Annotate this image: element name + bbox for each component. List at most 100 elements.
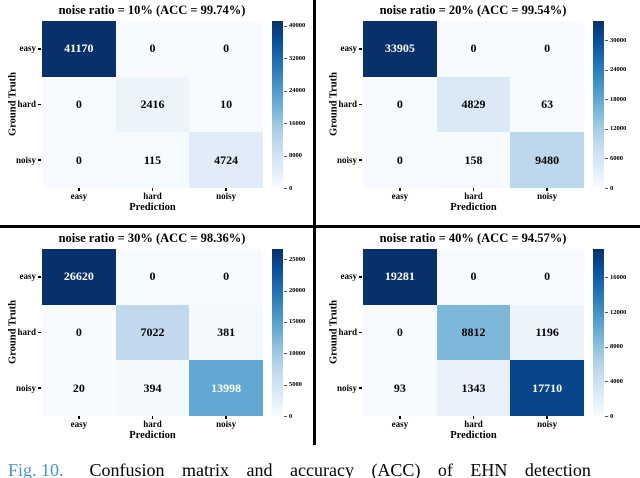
y-tickmark — [38, 103, 41, 106]
x-tickmark — [225, 416, 227, 419]
matrix-cell: 0 — [42, 132, 116, 188]
matrix-cell: 2416 — [115, 76, 190, 133]
x-tick-label: hard — [464, 419, 483, 429]
x-tick-label: noisy — [216, 191, 237, 201]
x-axis-label: Prediction — [450, 202, 497, 213]
y-tick-label: noisy — [336, 154, 357, 165]
x-tickmark — [78, 416, 80, 419]
matrix-cell: 381 — [189, 304, 263, 361]
y-tickmark — [38, 276, 41, 278]
colorbar-tick-label: 8000 — [610, 343, 623, 351]
x-tickmark — [472, 188, 475, 191]
colorbar-tick-label: 30000 — [610, 36, 627, 44]
matrix-cell: 4724 — [189, 132, 263, 188]
x-tickmark — [546, 188, 548, 191]
colorbar-tick-label: 0 — [289, 184, 293, 192]
y-tick-label: hard — [338, 99, 357, 109]
colorbar-tickmark — [284, 58, 287, 60]
colorbar-tickmark — [284, 123, 287, 125]
x-axis-label: Prediction — [450, 430, 497, 441]
colorbar-tickmark — [284, 321, 287, 323]
matrix-cell: 0 — [363, 76, 437, 133]
colorbar — [593, 249, 604, 416]
colorbar-tick-label: 24000 — [610, 66, 627, 74]
x-tickmark — [151, 416, 154, 419]
panel-title: noise ratio = 30% (ACC = 98.36%) — [58, 231, 246, 245]
y-tick-label: noisy — [15, 382, 36, 393]
heatmap-grid: 26620 0 0 0 7022 381 20 394 13998 — [42, 249, 263, 416]
matrix-cell: 0 — [363, 304, 437, 361]
matrix-cell: 63 — [510, 76, 584, 133]
x-tick-label: hard — [143, 191, 162, 201]
x-axis-label: Prediction — [129, 430, 176, 441]
x-tickmark — [78, 188, 80, 191]
matrix-cell: 0 — [42, 304, 116, 361]
matrix-cell: 0 — [42, 76, 116, 133]
y-tickmark — [359, 159, 362, 161]
matrix-cell: 0 — [436, 249, 511, 305]
y-tickmark — [359, 276, 362, 278]
matrix-cell: 0 — [510, 21, 584, 77]
matrix-cell: 158 — [436, 132, 511, 188]
matrix-cell: 0 — [436, 21, 511, 77]
colorbar-tick-label: 0 — [610, 412, 614, 420]
colorbar-tickmark — [284, 155, 287, 157]
y-tick-label: easy — [19, 43, 37, 54]
colorbar-tick-label: 12000 — [610, 308, 627, 316]
y-tickmark — [38, 331, 41, 334]
colorbar-tickmark — [605, 381, 608, 383]
y-tickmark — [38, 159, 41, 161]
matrix-cell: 20 — [42, 360, 116, 416]
colorbar-tickmark — [284, 25, 287, 27]
x-tick-label: noisy — [537, 191, 558, 201]
quadrant-divider-horizontal — [0, 225, 640, 228]
y-tick-label: easy — [19, 271, 37, 282]
y-tick-label: hard — [17, 99, 36, 109]
colorbar-tickmark — [605, 346, 608, 348]
colorbar-tickmark — [284, 259, 287, 261]
matrix-cell: 33905 — [363, 21, 437, 77]
colorbar-tick-label: 24000 — [289, 87, 306, 95]
matrix-cell: 13998 — [189, 360, 263, 416]
matrix-cell: 17710 — [510, 360, 584, 416]
matrix-cell: 0 — [115, 249, 190, 305]
x-tick-label: easy — [70, 191, 88, 201]
matrix-cell: 1343 — [436, 360, 511, 416]
colorbar-tick-label: 8000 — [289, 152, 302, 160]
panel-title: noise ratio = 20% (ACC = 99.54%) — [379, 3, 567, 17]
quadrant-divider-vertical — [313, 0, 316, 445]
y-tick-label: hard — [338, 327, 357, 337]
matrix-cell: 115 — [115, 132, 190, 188]
x-tick-label: noisy — [537, 419, 558, 429]
heatmap-grid: 19281 0 0 0 8812 1196 93 1343 17710 — [363, 249, 584, 416]
x-tick-label: easy — [391, 191, 409, 201]
colorbar-tick-label: 12000 — [610, 125, 627, 133]
x-tick-label: noisy — [216, 419, 237, 429]
heatmap-grid: 41170 0 0 0 2416 10 0 115 4724 — [42, 21, 263, 188]
colorbar-tick-label: 0 — [610, 184, 614, 192]
colorbar-tickmark — [284, 90, 287, 92]
x-tickmark — [225, 188, 227, 191]
colorbar-tick-label: 20000 — [289, 287, 306, 295]
y-tickmark — [359, 103, 362, 106]
y-tick-label: hard — [17, 327, 36, 337]
x-tick-label: easy — [391, 419, 409, 429]
colorbar-tick-label: 0 — [289, 412, 293, 420]
matrix-cell: 41170 — [42, 21, 116, 77]
matrix-cell: 4829 — [436, 76, 511, 133]
y-tick-label: easy — [340, 271, 358, 282]
colorbar — [593, 21, 604, 188]
panel-title: noise ratio = 10% (ACC = 99.74%) — [58, 3, 246, 17]
colorbar — [272, 249, 283, 416]
x-tick-label: easy — [70, 419, 88, 429]
y-tick-label: noisy — [15, 154, 36, 165]
matrix-cell: 26620 — [42, 249, 116, 305]
colorbar-tickmark — [605, 40, 608, 42]
colorbar-tickmark — [605, 312, 608, 314]
colorbar-tick-label: 16000 — [610, 273, 627, 281]
colorbar-tick-label: 25000 — [289, 255, 306, 263]
x-tickmark — [546, 416, 548, 419]
confusion-matrix-panel-noise-10: noise ratio = 10% (ACC = 99.74%) 41170 0 0 0… — [0, 0, 313, 224]
y-tick-label: noisy — [336, 382, 357, 393]
